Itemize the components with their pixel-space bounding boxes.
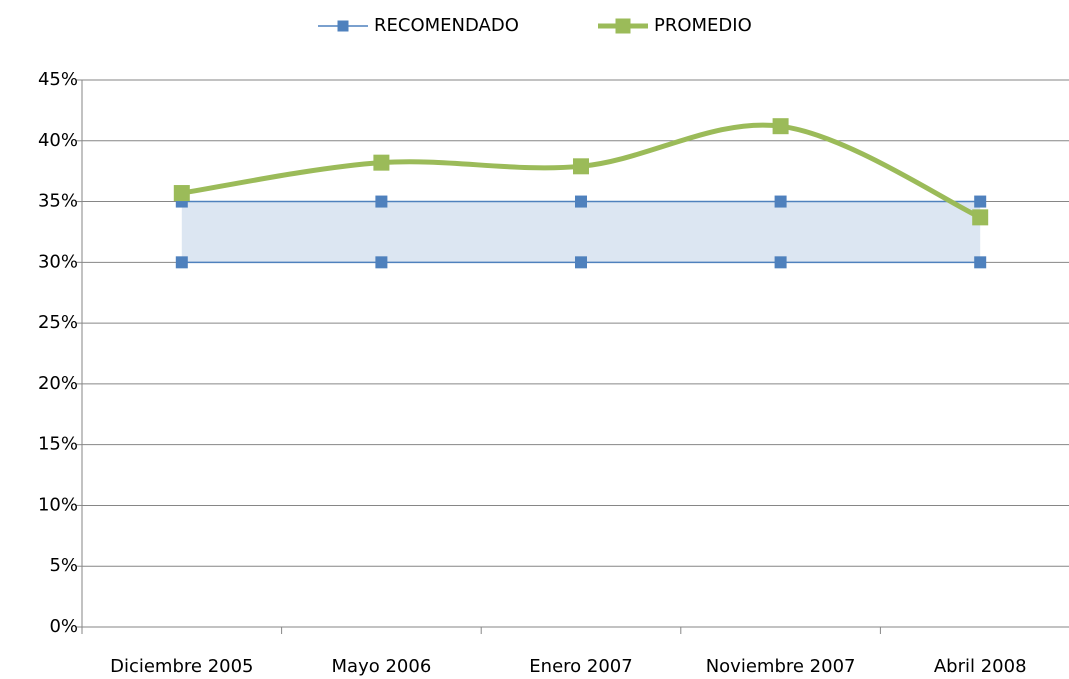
x-tick-label: Abril 2008 [934,656,1027,677]
marker [974,256,987,269]
y-tick-label: 0% [49,616,78,637]
legend-marker [337,20,349,32]
marker [972,209,989,226]
marker [974,195,987,208]
marker [573,158,589,175]
marker [774,256,787,269]
y-tick-label: 35% [38,191,78,212]
marker [575,256,587,269]
y-tick-label: 40% [38,130,78,151]
marker [375,195,388,208]
y-tick-label: 5% [49,555,78,576]
y-tick-label: 15% [38,434,78,455]
legend-label: RECOMENDADO [374,15,519,36]
marker [173,185,190,202]
legend-marker [615,18,631,34]
y-tick-label: 20% [38,373,78,394]
y-tick-label: 45% [38,69,78,90]
marker [774,195,787,208]
marker [575,195,587,208]
y-tick-label: 30% [38,251,78,272]
x-tick-label: Diciembre 2005 [110,656,253,677]
x-tick-label: Enero 2007 [529,656,632,677]
marker [375,256,388,269]
x-tick-label: Mayo 2006 [332,656,432,677]
marker [175,256,188,269]
y-tick-label: 25% [38,312,78,333]
legend-label: PROMEDIO [654,15,752,36]
x-tick-label: Noviembre 2007 [706,656,856,677]
marker [772,118,789,135]
band-area [181,201,981,263]
y-tick-label: 10% [38,494,78,515]
marker [373,154,390,171]
